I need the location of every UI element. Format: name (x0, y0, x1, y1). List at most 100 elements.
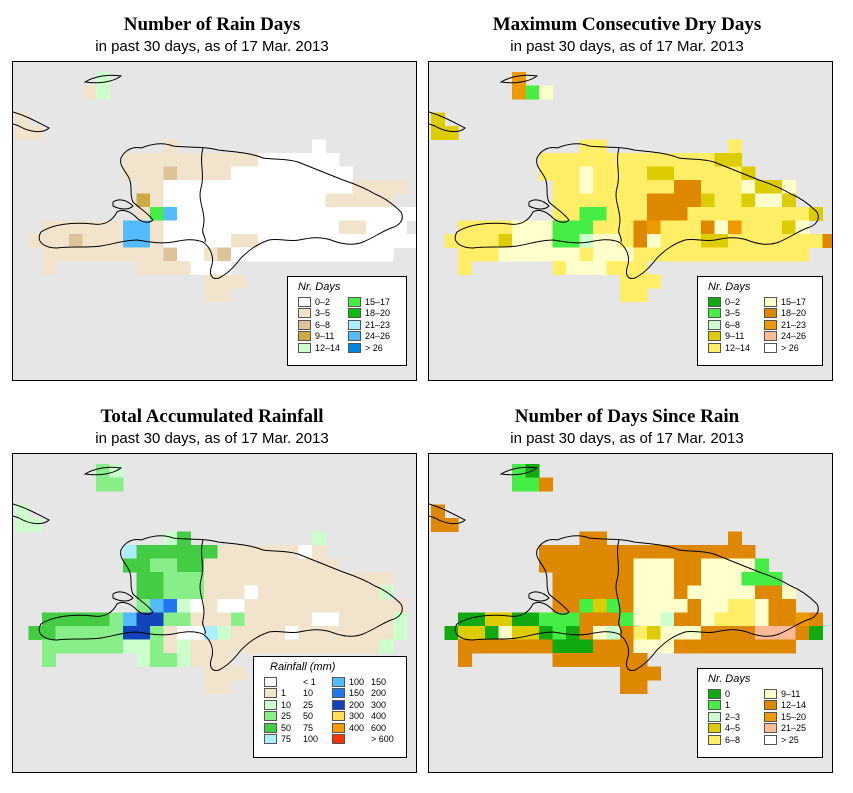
legend-swatch (708, 296, 721, 307)
grid-cell (579, 193, 594, 208)
grid-cell (163, 599, 178, 613)
grid-cell (96, 220, 110, 235)
grid-cell (163, 220, 178, 235)
legend-range-high: 300 (371, 699, 387, 710)
legend-item: 15–17 (348, 296, 390, 308)
grid-cell (552, 180, 567, 194)
grid-cell (177, 234, 191, 248)
grid-cell (285, 180, 299, 194)
grid-cell (204, 666, 218, 681)
grid-cell (606, 153, 621, 167)
grid-cell (633, 274, 648, 289)
legend-item: 6–8 (708, 319, 750, 331)
legend-label: 1 (725, 700, 731, 711)
grid-cell (620, 247, 634, 262)
grid-cell (339, 166, 353, 181)
grid-cell (498, 220, 513, 235)
legend-label: 15–17 (365, 296, 391, 307)
grid-cell (258, 545, 272, 559)
legend-swatch (348, 308, 361, 319)
grid-cell (674, 247, 688, 262)
grid-cell (366, 585, 380, 600)
grid-cell (539, 153, 553, 167)
grid-cell (606, 234, 621, 248)
grid-cell (82, 220, 97, 235)
grid-cell (579, 612, 594, 627)
grid-cell (593, 585, 607, 600)
grid-cell (231, 234, 245, 248)
grid-cell (539, 626, 553, 640)
grid-cell (366, 639, 380, 654)
grid-cell (366, 180, 380, 194)
legend-range-low: 75 (281, 734, 292, 745)
legend-range-low: 200 (349, 699, 365, 710)
grid-cell (620, 274, 634, 289)
grid-cell (552, 639, 567, 654)
grid-cell (593, 626, 607, 640)
grid-cell (352, 247, 367, 262)
grid-cell (539, 234, 553, 248)
grid-cell (163, 612, 178, 627)
legend-range-low: 50 (281, 722, 292, 733)
grid-cell (755, 558, 769, 573)
legend-range-low: 300 (349, 711, 365, 722)
grid-cell (217, 234, 232, 248)
grid-cell (566, 261, 580, 275)
grid-cell (593, 207, 607, 221)
grid-cell (458, 639, 472, 654)
grid-cell (339, 599, 353, 613)
grid-cell (633, 666, 648, 681)
grid-cell (352, 572, 367, 586)
grid-cell (298, 247, 313, 262)
grid-cell (714, 207, 729, 221)
grid-cell (177, 612, 191, 627)
legend-range: 1 10 (281, 688, 325, 698)
legend-swatch (708, 700, 721, 711)
legend-range-high: 75 (303, 722, 314, 733)
legend-dry-days: Nr. Days 0–2 3–5 6–8 9–11 12–14 15–17 18–20 21… (697, 276, 823, 366)
legend-swatch (264, 688, 277, 699)
grid-cell (741, 599, 756, 613)
grid-cell (393, 220, 407, 235)
grid-cell (190, 626, 205, 640)
grid-cell (525, 220, 540, 235)
legend-label: 15–17 (781, 296, 807, 307)
grid-cell (150, 558, 164, 573)
grid-cell (258, 558, 272, 573)
grid-cell (782, 247, 796, 262)
grid-cell (136, 585, 151, 600)
grid-cell (701, 207, 715, 221)
legend-label: 9–11 (725, 331, 745, 342)
grid-cell (339, 612, 353, 627)
grid-cell (633, 639, 648, 654)
map-canvas (13, 464, 407, 694)
grid-cell (366, 220, 380, 235)
legend-swatch (264, 676, 277, 687)
grid-cell (204, 234, 218, 248)
grid-cell (701, 220, 715, 235)
grid-cell (593, 193, 607, 208)
legend-range: 10 25 (281, 700, 325, 710)
legend-label: 15–20 (781, 711, 807, 722)
grid-cell (352, 612, 367, 627)
grid-cell (647, 247, 661, 262)
grid-cell (312, 572, 326, 586)
grid-cell (768, 207, 783, 221)
grid-cell (647, 220, 661, 235)
grid-cell (231, 558, 245, 573)
grid-cell (177, 166, 191, 181)
grid-cell (579, 180, 594, 194)
grid-cell (339, 639, 353, 654)
legend-item: 12–14 (708, 342, 750, 354)
grid-cell (660, 558, 675, 573)
grid-cell (579, 626, 594, 640)
grid-cell (782, 612, 796, 627)
grid-cell (271, 585, 286, 600)
grid-cell (271, 193, 286, 208)
grid-cell (366, 572, 380, 586)
legend-range: > 600 (349, 734, 394, 744)
grid-cell (177, 599, 191, 613)
grid-cell (566, 193, 580, 208)
legend-swatch (764, 331, 777, 342)
grid-cell (163, 626, 178, 640)
